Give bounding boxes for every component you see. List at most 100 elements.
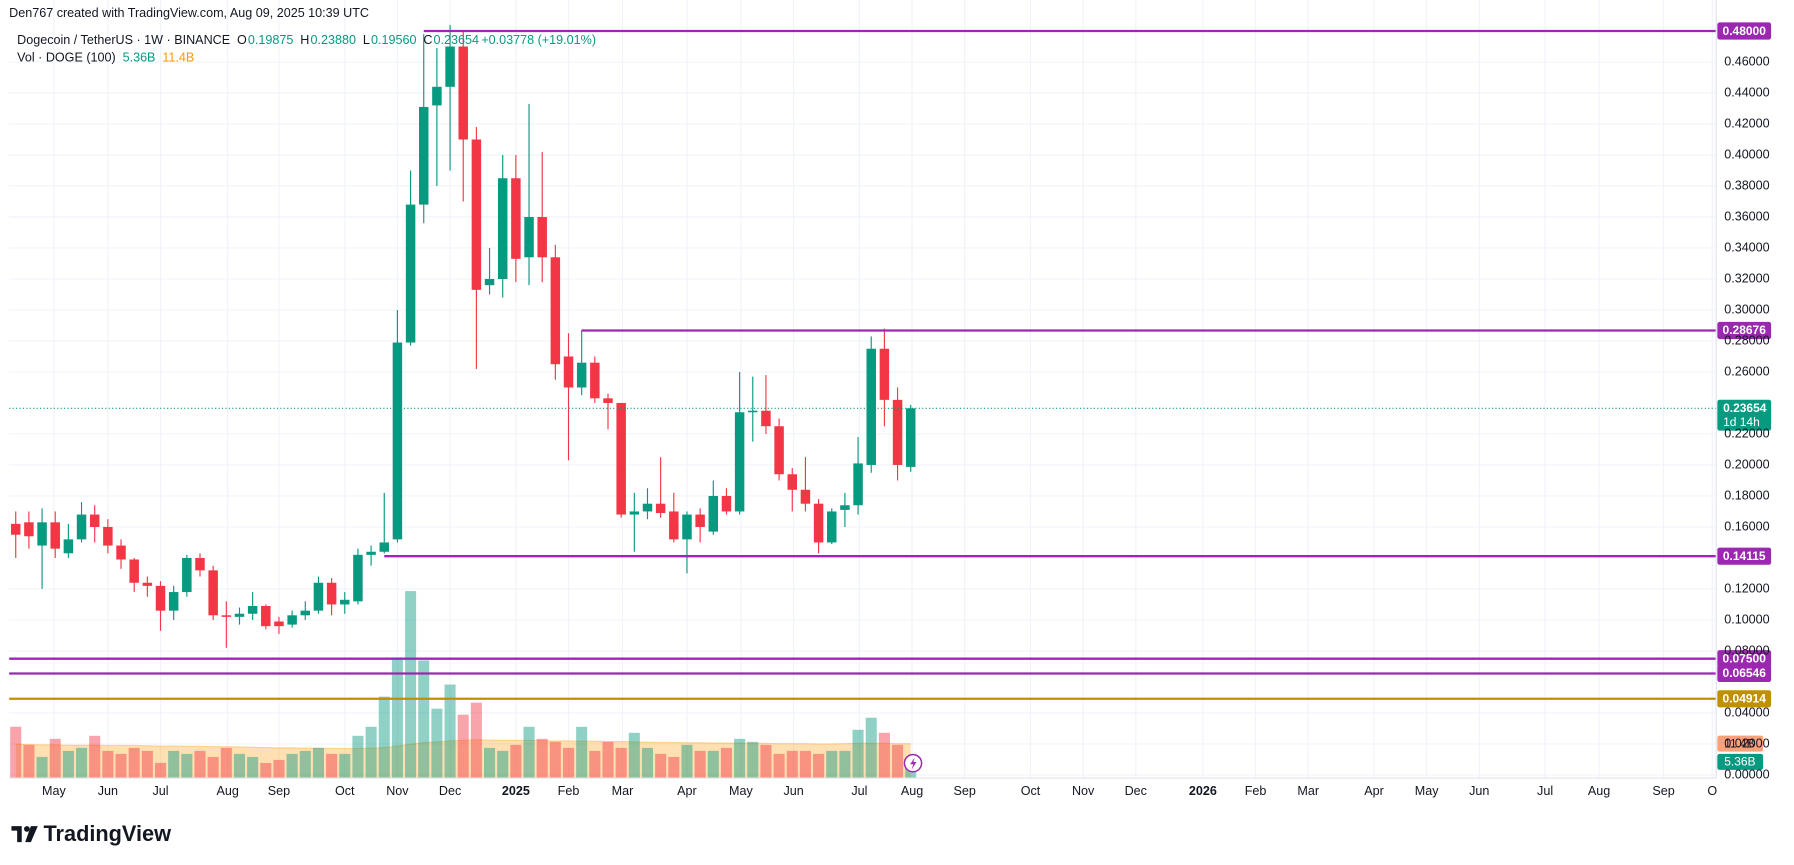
volume-bar (326, 753, 338, 779)
x-tick-label: Nov (1072, 784, 1095, 798)
candle-body (682, 514, 692, 540)
volume-bar (339, 753, 351, 779)
candle-body (800, 489, 811, 504)
volume-bar (839, 750, 851, 779)
y-tick-label: 0.20000 (1724, 457, 1769, 471)
volume-bar (523, 726, 535, 779)
candle-body (340, 599, 350, 605)
volume-bar (668, 756, 680, 779)
legend-value: 0.23880 (311, 34, 356, 48)
candle-body (813, 503, 824, 543)
volume-ma-line (15, 739, 911, 750)
x-tick-label: Jul (1537, 784, 1553, 798)
x-tick-label: May (1415, 784, 1439, 798)
volume-bar (431, 708, 443, 779)
candle-body (576, 362, 587, 388)
candle-body (458, 46, 468, 140)
candle-body (879, 348, 890, 400)
x-tick-label: Apr (1364, 784, 1384, 798)
candle-body (866, 348, 876, 465)
legend-key: H (300, 34, 309, 48)
candle-body (695, 514, 705, 527)
candle-body (208, 570, 218, 616)
x-tick-label: Mar (612, 784, 634, 798)
volume-bar (141, 750, 153, 779)
volume-bar (312, 747, 324, 779)
volume-bar (418, 660, 430, 779)
volume-bar (299, 750, 311, 779)
volume-bar (549, 741, 561, 779)
level-label-bg (1717, 664, 1772, 683)
volume-bar (207, 756, 219, 779)
volume-bar (641, 747, 654, 779)
volume-legend-ma: 11.4B (162, 51, 194, 65)
candle-body (655, 503, 666, 514)
volume-bar (365, 726, 377, 779)
volume-bar (852, 729, 864, 779)
x-tick-label: 2026 (1189, 784, 1217, 798)
candle-body (247, 605, 258, 614)
candle-body (195, 557, 205, 571)
volume-bar (786, 750, 798, 779)
candle-body (708, 495, 719, 532)
volume-bar (194, 750, 206, 779)
candle-body (366, 551, 376, 555)
candle-body (76, 514, 87, 540)
x-tick-label: Jul (152, 784, 168, 798)
legend-key: L (363, 34, 370, 48)
candle-body (787, 474, 798, 490)
last-price-label: 0.23654 (1723, 401, 1767, 415)
y-tick-label: 0.02000 (1724, 736, 1769, 750)
candle-body (840, 505, 850, 510)
y-tick-label: 0.42000 (1724, 116, 1769, 130)
volume-legend-value: 5.36B (123, 51, 156, 65)
candle-body (405, 204, 416, 343)
level-label: 0.07500 (1723, 651, 1767, 665)
volume-bar (760, 744, 772, 779)
legend-key: O (237, 34, 247, 48)
legend-value: 0.19875 (248, 34, 293, 48)
volume-bar (865, 717, 877, 779)
volume-bar (273, 759, 285, 779)
x-tick-label: Sep (1652, 784, 1674, 798)
volume-bar (247, 756, 259, 779)
x-tick-label: O (1707, 784, 1717, 798)
y-tick-label: 0.04000 (1724, 705, 1769, 719)
level-label: 0.48000 (1723, 24, 1767, 38)
x-tick-label: Jun (783, 784, 803, 798)
volume-ma-label-bg (1717, 735, 1764, 752)
volume-pane (10, 591, 917, 779)
y-tick-label: 0.46000 (1724, 54, 1769, 68)
candle-body (445, 46, 455, 87)
y-tick-label: 0.16000 (1724, 519, 1769, 533)
volume-bar (681, 744, 693, 779)
volume-bar (405, 591, 417, 779)
volume-bar (878, 732, 890, 779)
volume-bar (378, 696, 390, 779)
candle-body (50, 522, 60, 549)
volume-label-bg (1717, 753, 1764, 770)
grid (9, 0, 1717, 779)
volume-ma-label: 11.4B (1724, 736, 1754, 750)
level-label-bg (1717, 321, 1772, 340)
x-tick-label: Aug (216, 784, 238, 798)
candle-body (734, 412, 745, 512)
candle-body (629, 511, 640, 515)
candle-body (89, 514, 100, 527)
volume-bar (457, 714, 469, 779)
volume-bar (602, 741, 614, 779)
volume-bar (260, 762, 272, 779)
x-tick-label: Dec (439, 784, 461, 798)
volume-bar (720, 747, 732, 779)
volume-bar (707, 750, 719, 779)
last-price-bg (1717, 399, 1772, 431)
volume-bar (734, 738, 746, 779)
candle-body (221, 615, 232, 617)
candle-body (642, 503, 653, 512)
legend-row: Vol · DOGE (100) 5.36B 11.4B (17, 51, 194, 65)
x-tick-label: Sep (268, 784, 290, 798)
candle-body (603, 398, 613, 403)
y-tick-label: 0.26000 (1724, 364, 1769, 378)
